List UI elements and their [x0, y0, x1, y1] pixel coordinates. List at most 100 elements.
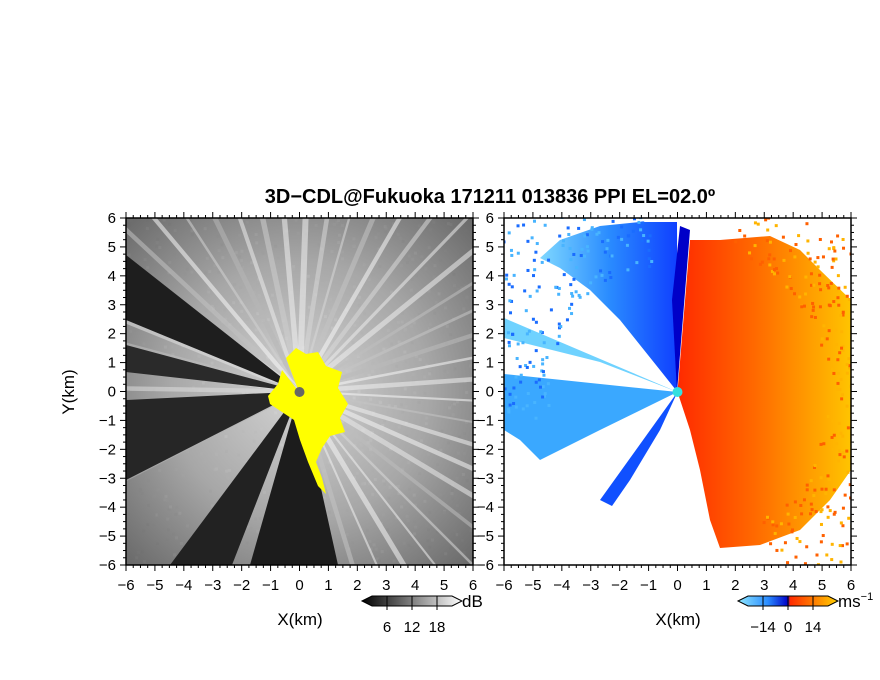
velocity-speck — [833, 594, 836, 597]
velocity-speck — [774, 224, 778, 228]
velocity-speck — [543, 392, 547, 396]
velocity-speck — [518, 365, 522, 369]
velocity-speck — [847, 212, 850, 215]
velocity-speck — [526, 239, 530, 243]
velocity-speck — [871, 386, 874, 389]
velocity-speck — [775, 524, 779, 528]
velocity-speck — [571, 294, 575, 298]
velocity-speck — [526, 392, 530, 396]
reflectivity-ray — [297, 218, 433, 393]
velocity-speck — [507, 340, 511, 344]
velocity-speck — [577, 226, 581, 230]
y-tick-label: −1 — [99, 412, 116, 429]
x-tick-label: 4 — [789, 577, 797, 594]
velocity-colorbar-unit: ms−1 — [838, 591, 873, 611]
velocity-speck — [767, 218, 771, 220]
velocity-speck — [830, 558, 834, 562]
velocity-speck — [864, 301, 867, 304]
y-tick-label: 5 — [486, 239, 494, 256]
velocity-speck — [496, 379, 499, 382]
velocity-speck — [582, 218, 586, 222]
velocity-speckle — [488, 172, 879, 597]
velocity-speck — [832, 488, 836, 492]
velocity-speck — [808, 512, 812, 516]
y-tick-label: −5 — [477, 528, 494, 545]
velocity-speck — [639, 228, 643, 232]
velocity-speck — [574, 290, 578, 294]
y-tick-label: 2 — [486, 326, 494, 343]
velocity-speck — [811, 208, 814, 211]
velocity-speck — [760, 195, 763, 198]
y-tick-label: 1 — [108, 355, 116, 372]
velocity-speck — [824, 491, 828, 495]
x-tick-label: 3 — [760, 577, 768, 594]
velocity-speck — [841, 544, 845, 548]
velocity-speck — [570, 312, 574, 316]
velocity-speck — [813, 488, 817, 492]
velocity-speck — [514, 375, 518, 379]
velocity-speck — [876, 294, 879, 297]
reflectivity-ray — [297, 247, 473, 394]
velocity-speck — [834, 328, 838, 332]
reflectivity-ray — [298, 309, 473, 393]
x-tick-label: 2 — [353, 577, 361, 594]
velocity-speck — [772, 257, 776, 261]
velocity-speck — [805, 483, 809, 487]
velocity-speck — [605, 247, 609, 251]
velocity-speck — [845, 362, 849, 366]
x-tick-label: −5 — [524, 577, 541, 594]
velocity-speck — [759, 188, 762, 191]
velocity-speck — [826, 284, 830, 288]
velocity-speck — [583, 194, 586, 197]
velocity-speck — [753, 244, 757, 248]
velocity-speck — [782, 258, 786, 262]
velocity-speck — [841, 237, 845, 241]
velocity-speck — [488, 291, 491, 294]
x-tick-label: 5 — [818, 577, 826, 594]
velocity-speck — [831, 367, 835, 371]
velocity-speck — [608, 184, 611, 187]
velocity-speck — [873, 490, 876, 493]
velocity-speck — [567, 232, 571, 236]
velocity-speck — [804, 292, 808, 296]
y-tick-label: 4 — [108, 268, 116, 285]
velocity-speck — [528, 294, 532, 298]
velocity-speck — [794, 243, 798, 247]
velocity-speck — [532, 364, 536, 368]
velocity-speck — [866, 445, 869, 448]
velocity-speck — [765, 239, 769, 243]
x-axis-label-left: X(km) — [277, 610, 322, 629]
velocity-speck — [765, 198, 768, 201]
velocity-speck — [843, 493, 847, 497]
velocity-speck — [615, 199, 618, 202]
velocity-speck — [836, 358, 840, 362]
velocity-speck — [852, 443, 855, 446]
velocity-speck — [561, 187, 564, 190]
velocity-speck — [820, 202, 823, 205]
velocity-speck — [789, 568, 792, 571]
velocity-speck — [858, 505, 861, 508]
velocity-speck — [862, 572, 865, 575]
velocity-speck — [818, 282, 822, 286]
velocity-speck — [841, 524, 845, 528]
reflectivity-ray — [299, 390, 473, 402]
velocity-speck — [816, 265, 820, 269]
velocity-speck — [777, 187, 780, 190]
colorbar-tick-label: −14 — [750, 619, 775, 636]
velocity-speck — [829, 240, 833, 244]
reflectivity-ray — [151, 218, 302, 393]
velocity-speck — [551, 190, 554, 193]
velocity-speck — [833, 510, 837, 514]
velocity-speck — [629, 186, 632, 189]
velocity-speck — [827, 247, 831, 251]
velocity-speck — [780, 207, 783, 210]
velocity-speck — [805, 545, 809, 549]
reflectivity-shadow-w — [126, 345, 300, 392]
velocity-speck — [534, 349, 538, 353]
velocity-speck — [574, 198, 577, 201]
y-tick-label: 0 — [108, 384, 116, 401]
velocity-speck — [793, 172, 796, 175]
velocity-speck — [783, 573, 786, 576]
velocity-speck — [758, 194, 761, 197]
velocity-speck — [838, 388, 842, 392]
